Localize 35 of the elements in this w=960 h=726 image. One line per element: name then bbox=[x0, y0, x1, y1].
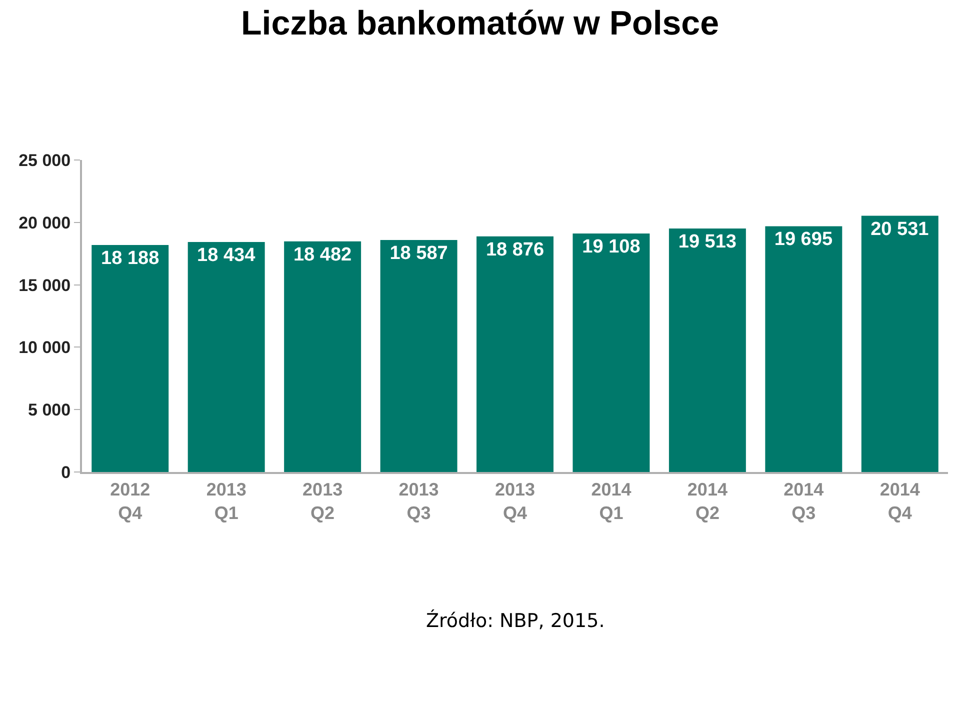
bar bbox=[572, 234, 650, 472]
data-label: 18 587 bbox=[390, 243, 448, 264]
bar bbox=[380, 240, 458, 472]
x-tick-label: 2014 Q4 bbox=[880, 480, 920, 523]
bar bbox=[765, 226, 842, 472]
x-tick-label: 2013 Q1 bbox=[206, 480, 246, 523]
y-tick-label: 20 000 bbox=[18, 213, 71, 232]
bar bbox=[188, 242, 265, 472]
bar bbox=[476, 236, 554, 472]
data-label: 19 108 bbox=[582, 236, 640, 258]
x-tick-label: 2014 Q3 bbox=[784, 480, 824, 523]
y-tick-label: 10 000 bbox=[18, 338, 71, 358]
bar bbox=[92, 245, 169, 472]
data-label: 19 695 bbox=[774, 229, 833, 250]
x-tick-label: 2014 Q1 bbox=[591, 480, 632, 523]
bar bbox=[668, 228, 746, 472]
text: Źródło: NBP, 2015. bbox=[426, 609, 605, 632]
x-tick-label: 2014 Q2 bbox=[687, 480, 728, 523]
y-tick-label: 0 bbox=[61, 462, 71, 482]
bar bbox=[861, 216, 938, 472]
data-label: 20 531 bbox=[870, 218, 930, 240]
x-tick-label: 2013 Q2 bbox=[302, 480, 343, 523]
x-tick-label: 2013 Q3 bbox=[398, 480, 439, 523]
chart-title: Liczba bankomatów w Polsce bbox=[240, 4, 720, 43]
y-tick-label: 15 000 bbox=[18, 276, 71, 295]
x-tick-label: 2013 Q4 bbox=[494, 480, 536, 523]
data-label: 18 876 bbox=[486, 239, 544, 260]
data-label: 18 434 bbox=[197, 244, 256, 266]
data-label: 19 513 bbox=[678, 231, 737, 252]
y-tick-label: 25 000 bbox=[18, 150, 71, 170]
bar bbox=[284, 241, 362, 472]
x-tick-label: 2012 Q4 bbox=[110, 480, 150, 523]
data-label: 18 188 bbox=[101, 248, 160, 270]
y-tick-label: 5 000 bbox=[28, 400, 71, 420]
data-label: 18 482 bbox=[293, 244, 352, 266]
